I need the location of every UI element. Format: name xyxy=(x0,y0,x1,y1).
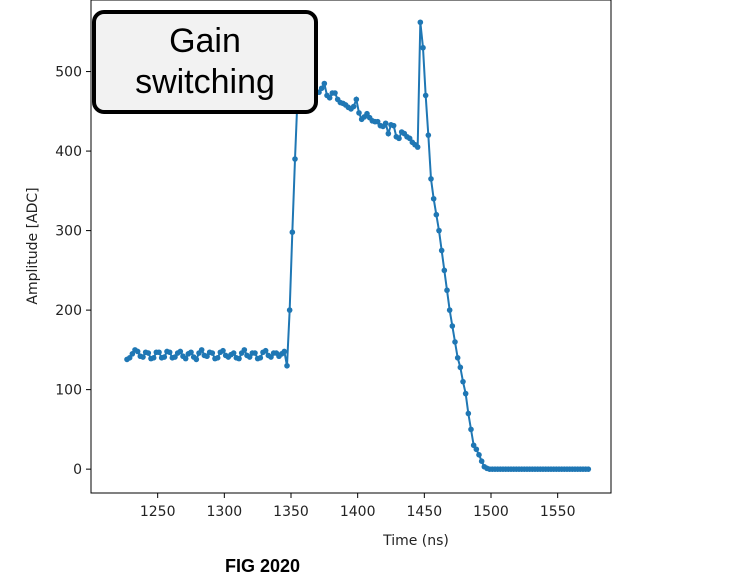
data-point xyxy=(444,287,450,294)
x-axis-ticks: 1250 1300 1350 1400 1450 1500 1550 xyxy=(140,493,576,520)
data-point xyxy=(236,355,242,362)
data-point xyxy=(417,19,424,26)
data-point xyxy=(468,426,474,433)
y-axis-ticks: 0 100 200 300 400 500 xyxy=(55,65,91,478)
data-point xyxy=(246,354,253,360)
y-tick-label: 200 xyxy=(55,303,82,319)
data-point xyxy=(177,348,184,355)
data-point xyxy=(350,103,357,110)
data-point xyxy=(150,355,157,361)
y-tick-label: 400 xyxy=(55,144,82,160)
gain-switching-callout: Gain switching xyxy=(92,10,318,114)
data-point xyxy=(449,323,456,329)
data-point xyxy=(318,85,325,92)
data-point xyxy=(414,144,421,150)
data-point xyxy=(396,135,402,142)
x-tick-label: 1250 xyxy=(140,504,176,520)
data-point xyxy=(321,80,328,87)
data-point xyxy=(390,122,397,129)
data-point xyxy=(374,118,381,125)
data-point xyxy=(252,350,258,356)
x-tick-label: 1300 xyxy=(207,504,243,520)
data-point xyxy=(332,90,338,96)
x-tick-label: 1550 xyxy=(540,504,576,520)
data-point xyxy=(286,307,293,313)
data-point xyxy=(433,211,440,218)
data-point xyxy=(326,95,333,101)
data-point xyxy=(172,354,178,360)
data-point xyxy=(188,349,194,356)
data-point xyxy=(353,96,360,103)
data-point xyxy=(465,410,472,417)
data-point xyxy=(420,44,426,51)
data-point xyxy=(209,350,216,356)
x-axis-label: Time (ns) xyxy=(382,533,449,549)
data-point xyxy=(284,362,290,369)
figure-caption: FIG 2020 xyxy=(225,556,301,576)
data-point xyxy=(438,247,445,254)
data-point xyxy=(454,355,461,361)
data-point xyxy=(428,176,434,182)
y-axis-label: Amplitude [ADC] xyxy=(25,187,41,304)
data-point xyxy=(446,307,453,313)
data-point xyxy=(220,347,226,354)
data-point xyxy=(478,458,485,464)
data-point xyxy=(289,229,296,235)
data-point xyxy=(241,347,248,353)
data-point xyxy=(406,135,413,142)
data-point xyxy=(476,452,482,458)
data-point xyxy=(457,364,464,371)
x-tick-label: 1350 xyxy=(273,504,309,520)
data-point xyxy=(281,348,288,355)
data-point xyxy=(452,339,458,345)
data-point xyxy=(182,355,189,362)
data-point xyxy=(193,356,200,363)
data-point xyxy=(145,350,152,356)
y-tick-label: 500 xyxy=(55,65,82,81)
data-point xyxy=(441,267,448,274)
data-point xyxy=(364,110,370,117)
data-point xyxy=(126,355,133,361)
data-point xyxy=(257,355,264,361)
x-tick-label: 1500 xyxy=(473,504,509,520)
callout-text: Gain switching xyxy=(135,22,275,101)
data-point xyxy=(462,390,469,397)
data-point xyxy=(156,349,162,356)
data-point xyxy=(134,348,141,355)
y-tick-label: 100 xyxy=(55,383,82,399)
y-tick-label: 0 xyxy=(73,462,82,478)
x-tick-label: 1450 xyxy=(407,504,443,520)
plot-area-frame xyxy=(90,0,612,494)
data-point xyxy=(161,354,168,360)
data-point xyxy=(204,353,210,360)
data-point xyxy=(425,132,432,138)
data-point xyxy=(198,347,205,353)
data-point xyxy=(262,347,269,354)
data-point xyxy=(430,195,437,202)
data-point xyxy=(473,446,480,453)
data-point xyxy=(129,351,136,357)
data-point xyxy=(422,92,429,99)
data-point xyxy=(585,466,592,472)
data-point xyxy=(292,156,298,162)
data-point xyxy=(436,227,442,234)
data-point xyxy=(470,442,477,449)
x-tick-label: 1400 xyxy=(340,504,376,520)
y-tick-label: 300 xyxy=(55,224,82,240)
data-point xyxy=(385,130,392,137)
data-point xyxy=(230,350,237,356)
data-point xyxy=(268,354,274,360)
data-point xyxy=(140,354,146,360)
data-point xyxy=(356,110,362,116)
data-point xyxy=(214,355,221,361)
data-point xyxy=(166,349,173,356)
data-point xyxy=(382,120,389,127)
data-point xyxy=(460,378,466,385)
